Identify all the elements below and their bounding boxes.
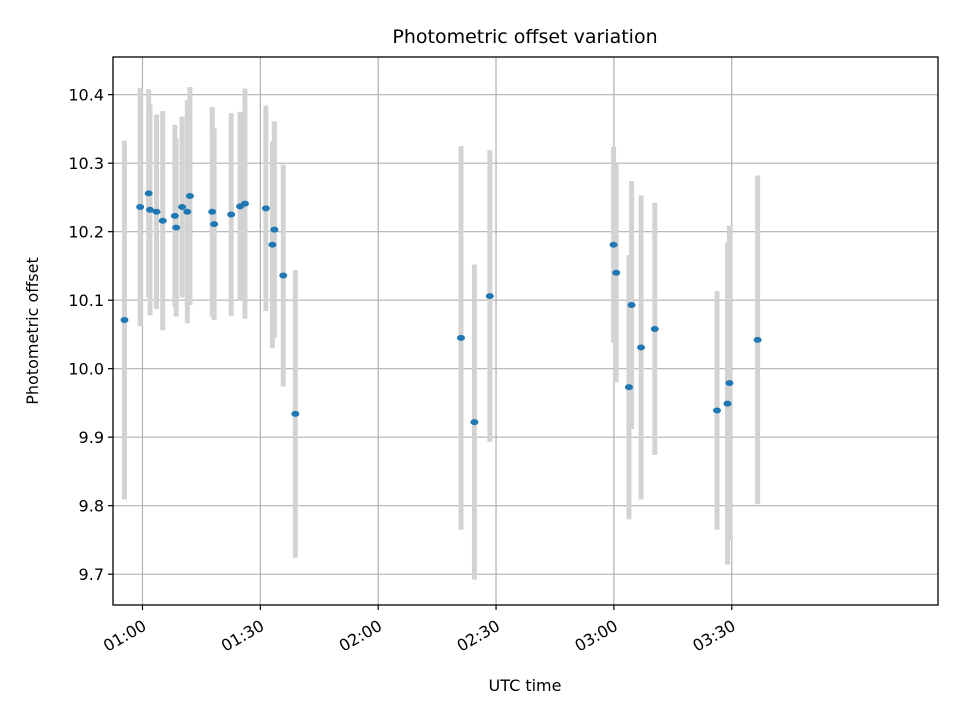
y-tick-label: 10.2: [68, 223, 104, 242]
data-point: [145, 206, 154, 213]
data-point: [270, 226, 279, 233]
x-axis-label: UTC time: [489, 676, 562, 695]
data-point: [725, 380, 734, 387]
data-point: [136, 204, 145, 211]
data-point: [637, 344, 646, 351]
data-point: [624, 384, 633, 391]
y-tick-label: 9.8: [79, 497, 104, 516]
y-tick-label: 10.3: [68, 154, 104, 173]
data-point: [185, 193, 194, 200]
y-tick-label: 10.4: [68, 86, 104, 105]
data-point: [120, 317, 129, 324]
data-point: [723, 400, 732, 407]
plot-frame: [112, 56, 939, 606]
axis-ticks: [108, 94, 733, 610]
y-axis-label: Photometric offset: [23, 257, 42, 405]
data-point: [210, 221, 219, 228]
data-point: [144, 190, 153, 197]
data-point: [612, 269, 621, 276]
data-point: [713, 407, 722, 414]
data-point: [457, 334, 466, 341]
data-point: [268, 241, 277, 248]
data-point: [178, 204, 187, 211]
data-point: [261, 205, 270, 212]
data-point: [753, 336, 762, 343]
data-point: [609, 241, 618, 248]
data-point: [170, 212, 179, 219]
data-point: [291, 410, 300, 417]
data-point: [470, 419, 479, 426]
data-point: [158, 217, 167, 224]
data-point: [240, 200, 249, 207]
data-point: [627, 301, 636, 308]
y-tick-label: 10.1: [68, 291, 104, 310]
data-points: [120, 190, 762, 426]
chart-title: Photometric offset variation: [392, 26, 657, 48]
data-point: [152, 208, 161, 215]
data-point: [485, 293, 494, 300]
y-tick-labels: 9.7 9.8 9.9 10.0 10.1 10.2 10.3 10.4: [68, 86, 104, 584]
data-point: [183, 208, 192, 215]
y-tick-label: 10.0: [68, 360, 104, 379]
y-tick-label: 9.7: [79, 565, 104, 584]
data-point: [172, 224, 181, 231]
data-point: [279, 272, 288, 279]
y-tick-label: 9.9: [79, 428, 104, 447]
data-point: [227, 211, 236, 218]
data-point: [650, 325, 659, 332]
data-point: [208, 208, 217, 215]
